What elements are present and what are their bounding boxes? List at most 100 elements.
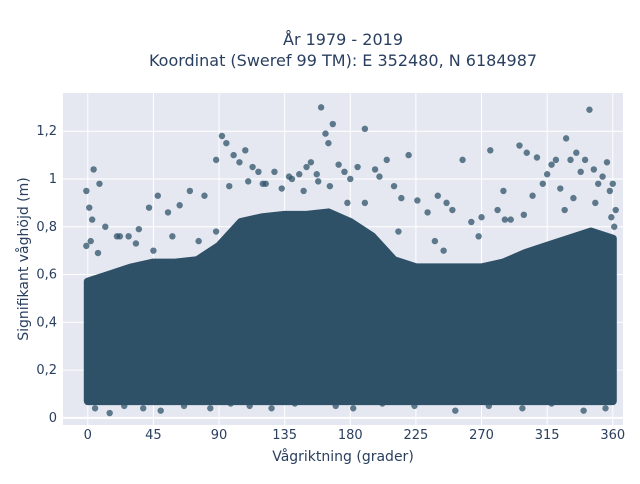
y-tick-label: 1 bbox=[49, 172, 57, 187]
y-tick-labels: 0 0,2 0,4 0,6 0,8 1 1,2 bbox=[36, 124, 57, 426]
data-point bbox=[539, 180, 546, 187]
data-point bbox=[83, 242, 90, 250]
data-point bbox=[87, 237, 94, 245]
data-point bbox=[303, 163, 310, 171]
data-point bbox=[350, 405, 357, 412]
data-point bbox=[249, 163, 256, 171]
y-tick-label: 0,8 bbox=[36, 220, 57, 235]
data-point bbox=[335, 161, 342, 168]
data-point bbox=[291, 400, 299, 407]
data-point bbox=[606, 187, 614, 195]
data-point bbox=[106, 409, 113, 417]
data-point bbox=[390, 182, 398, 190]
data-point bbox=[207, 405, 214, 412]
data-point bbox=[570, 194, 577, 202]
data-point bbox=[468, 218, 475, 226]
x-tick-label: 360 bbox=[600, 428, 625, 443]
data-point bbox=[475, 233, 482, 240]
data-point bbox=[405, 151, 412, 159]
x-tick-label: 225 bbox=[404, 428, 429, 443]
data-point bbox=[315, 178, 322, 185]
data-point bbox=[592, 199, 599, 207]
chart-title-line-1: År 1979 - 2019 bbox=[283, 30, 403, 49]
data-point bbox=[599, 173, 606, 180]
data-point bbox=[325, 139, 332, 147]
data-point bbox=[494, 206, 501, 214]
data-point bbox=[577, 168, 584, 176]
data-point bbox=[226, 182, 233, 190]
data-point bbox=[519, 405, 526, 412]
data-point bbox=[145, 204, 153, 211]
data-point bbox=[116, 233, 124, 240]
data-point bbox=[520, 211, 528, 219]
data-point bbox=[285, 173, 293, 180]
data-point bbox=[449, 206, 456, 214]
data-point bbox=[567, 156, 574, 164]
data-point bbox=[164, 209, 172, 216]
data-point bbox=[611, 223, 618, 230]
data-point bbox=[91, 405, 99, 412]
data-point bbox=[552, 156, 560, 164]
data-point bbox=[529, 192, 536, 199]
data-point bbox=[523, 149, 530, 156]
data-point bbox=[516, 142, 523, 149]
data-point bbox=[371, 166, 379, 173]
dense-band-area bbox=[83, 208, 617, 406]
data-point bbox=[300, 187, 307, 195]
data-point bbox=[278, 185, 285, 192]
data-point bbox=[602, 405, 609, 412]
data-point bbox=[169, 233, 176, 240]
data-point bbox=[543, 171, 551, 178]
data-point bbox=[361, 125, 369, 133]
data-point bbox=[478, 214, 485, 221]
data-point bbox=[500, 187, 507, 195]
x-tick-label: 90 bbox=[211, 428, 228, 443]
data-point bbox=[548, 161, 555, 168]
data-point bbox=[242, 147, 249, 154]
data-point bbox=[176, 202, 183, 209]
data-point bbox=[322, 130, 329, 137]
data-point bbox=[440, 247, 447, 254]
data-point bbox=[586, 106, 593, 113]
data-point bbox=[102, 223, 109, 230]
data-point bbox=[341, 168, 348, 176]
data-point bbox=[271, 168, 278, 176]
data-point bbox=[195, 237, 202, 245]
data-point bbox=[533, 154, 541, 161]
data-point bbox=[557, 185, 564, 192]
data-point bbox=[581, 156, 589, 164]
data-point bbox=[395, 228, 402, 235]
data-point bbox=[580, 407, 587, 414]
data-point bbox=[507, 216, 514, 223]
data-point bbox=[603, 159, 611, 166]
data-point bbox=[414, 197, 421, 204]
data-point bbox=[90, 166, 97, 173]
data-point bbox=[590, 166, 598, 173]
data-point bbox=[379, 400, 386, 407]
data-point bbox=[347, 175, 354, 183]
x-tick-label: 270 bbox=[469, 428, 494, 443]
data-point bbox=[609, 180, 616, 187]
data-point bbox=[246, 402, 253, 410]
data-point bbox=[154, 192, 161, 199]
data-point bbox=[326, 182, 334, 190]
data-point bbox=[354, 163, 361, 171]
data-point bbox=[595, 180, 602, 187]
data-point bbox=[361, 199, 369, 207]
data-point bbox=[501, 216, 509, 223]
data-point bbox=[223, 139, 230, 147]
x-tick-label: 45 bbox=[145, 428, 162, 443]
data-point bbox=[268, 405, 275, 412]
data-point bbox=[307, 159, 315, 166]
data-point bbox=[317, 104, 325, 111]
y-tick-label: 1,2 bbox=[36, 124, 57, 139]
x-tick-label: 135 bbox=[272, 428, 297, 443]
data-point bbox=[344, 199, 351, 207]
data-point bbox=[96, 180, 103, 187]
data-point bbox=[180, 402, 188, 410]
data-point bbox=[140, 405, 147, 412]
data-points bbox=[83, 104, 619, 417]
data-point bbox=[186, 187, 194, 195]
data-point bbox=[487, 147, 494, 154]
